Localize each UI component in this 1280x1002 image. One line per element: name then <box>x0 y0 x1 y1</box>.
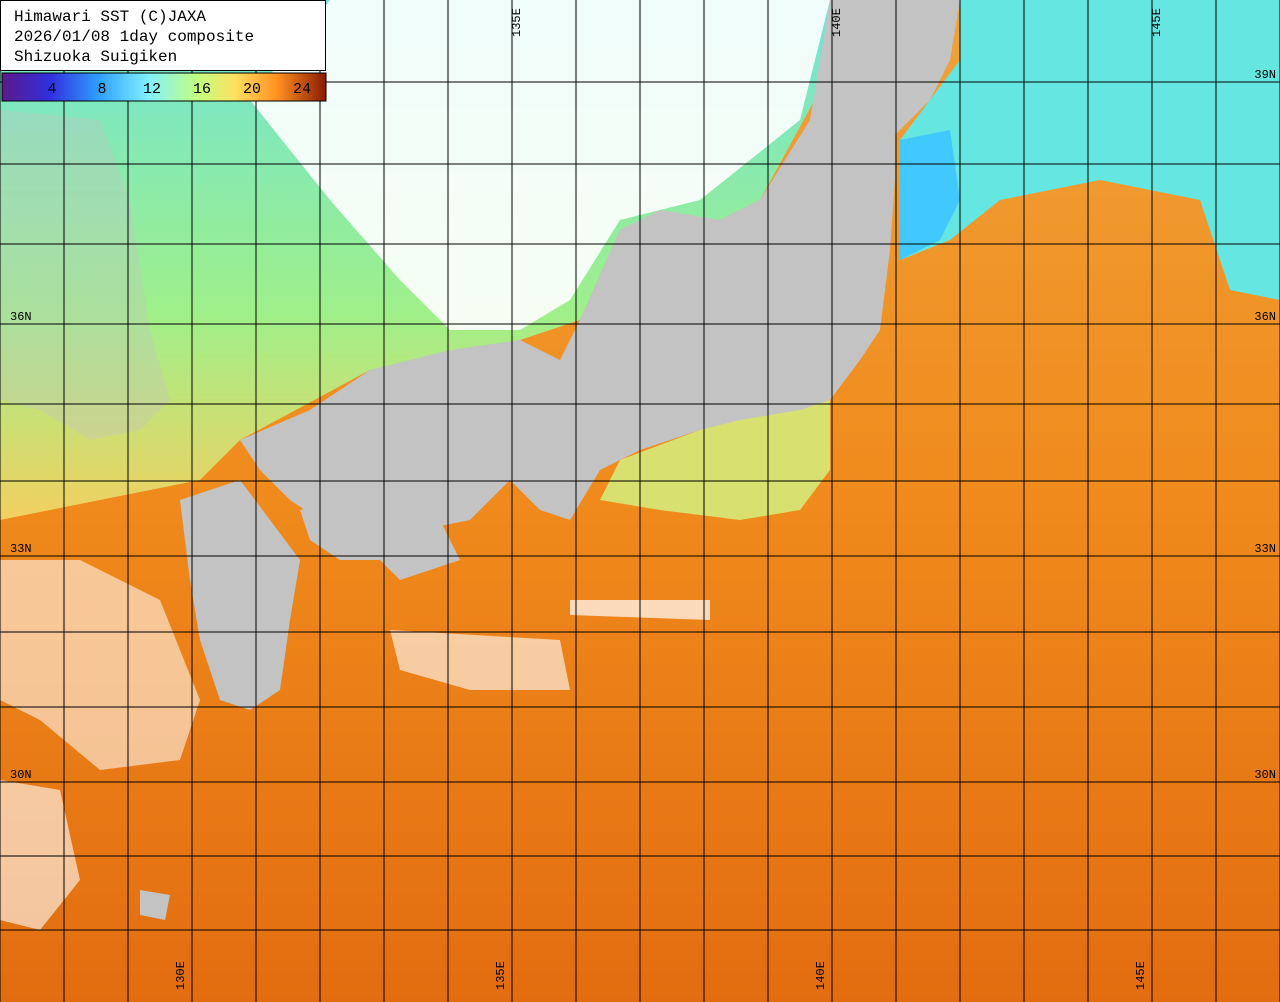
colorbar <box>1 72 327 102</box>
colorbar-tick: 12 <box>143 81 161 98</box>
land-honshu <box>240 0 960 560</box>
lon-label: 145E <box>1134 961 1148 990</box>
colorbar-labels: 4 8 12 16 20 24 <box>47 81 311 98</box>
land-kyushu <box>180 480 300 710</box>
cloud-area <box>390 630 570 690</box>
colorbar-tick: 16 <box>193 81 211 98</box>
lon-label: 140E <box>830 8 844 37</box>
lon-label: 145E <box>1150 8 1164 37</box>
lon-label: 135E <box>510 8 524 37</box>
cold-water <box>900 0 1280 300</box>
coordinate-labels: 135E 140E 145E 130E 135E 140E 145E 36N 33N 30N 39N… <box>10 8 1276 990</box>
colorbar-tick: 8 <box>97 81 106 98</box>
lon-label: 135E <box>494 961 508 990</box>
lon-label: 140E <box>814 961 828 990</box>
cold-water <box>900 130 960 260</box>
header-box <box>0 0 326 71</box>
lat-label: 36N <box>1254 310 1276 324</box>
coastal-water <box>600 400 830 520</box>
colorbar-tick: 4 <box>47 81 56 98</box>
lat-label: 30N <box>10 768 32 782</box>
header-line: 2026/01/08 1day composite <box>14 28 254 46</box>
colorbar-tick: 24 <box>293 81 311 98</box>
land-island <box>140 890 170 920</box>
cloud-area <box>0 780 80 930</box>
land-shikoku <box>300 500 460 580</box>
cloud-area <box>0 560 200 770</box>
lon-label: 130E <box>174 961 188 990</box>
header-line: Shizuoka Suigiken <box>14 48 177 66</box>
colorbar-tick: 20 <box>243 81 261 98</box>
lat-label: 30N <box>1254 768 1276 782</box>
lat-label: 33N <box>1254 542 1276 556</box>
lat-label: 33N <box>10 542 32 556</box>
lat-label: 39N <box>1254 68 1276 82</box>
lat-label: 36N <box>10 310 32 324</box>
header-line: Himawari SST (C)JAXA <box>14 8 206 26</box>
